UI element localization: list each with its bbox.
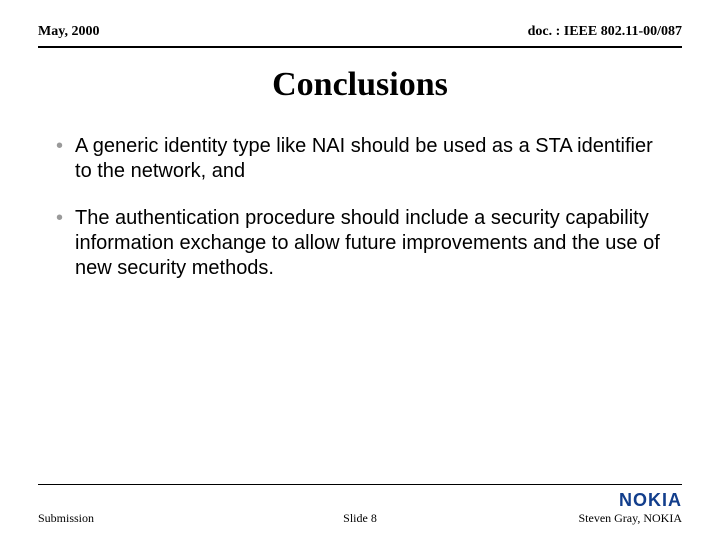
bullet-item: • A generic identity type like NAI shoul…: [56, 134, 664, 184]
header-rule: [38, 46, 682, 48]
slide-content: • A generic identity type like NAI shoul…: [0, 104, 720, 281]
bullet-marker-icon: •: [56, 206, 63, 281]
header-date: May, 2000: [38, 24, 99, 40]
footer-author: Steven Gray, NOKIA: [578, 511, 682, 526]
slide-title: Conclusions: [0, 66, 720, 104]
footer-slide-number: Slide 8: [253, 511, 468, 526]
header-docref: doc. : IEEE 802.11-00/087: [528, 24, 682, 40]
footer-row: Submission Slide 8 NOKIA Steven Gray, NO…: [38, 491, 682, 526]
bullet-item: • The authentication procedure should in…: [56, 206, 664, 281]
slide-header: May, 2000 doc. : IEEE 802.11-00/087: [0, 0, 720, 46]
slide-footer: Submission Slide 8 NOKIA Steven Gray, NO…: [0, 484, 720, 526]
footer-left: Submission: [38, 511, 253, 526]
nokia-logo: NOKIA: [619, 491, 682, 509]
footer-rule: [38, 484, 682, 485]
bullet-text: A generic identity type like NAI should …: [75, 134, 664, 184]
bullet-marker-icon: •: [56, 134, 63, 184]
footer-right: NOKIA Steven Gray, NOKIA: [467, 491, 682, 526]
bullet-text: The authentication procedure should incl…: [75, 206, 664, 281]
